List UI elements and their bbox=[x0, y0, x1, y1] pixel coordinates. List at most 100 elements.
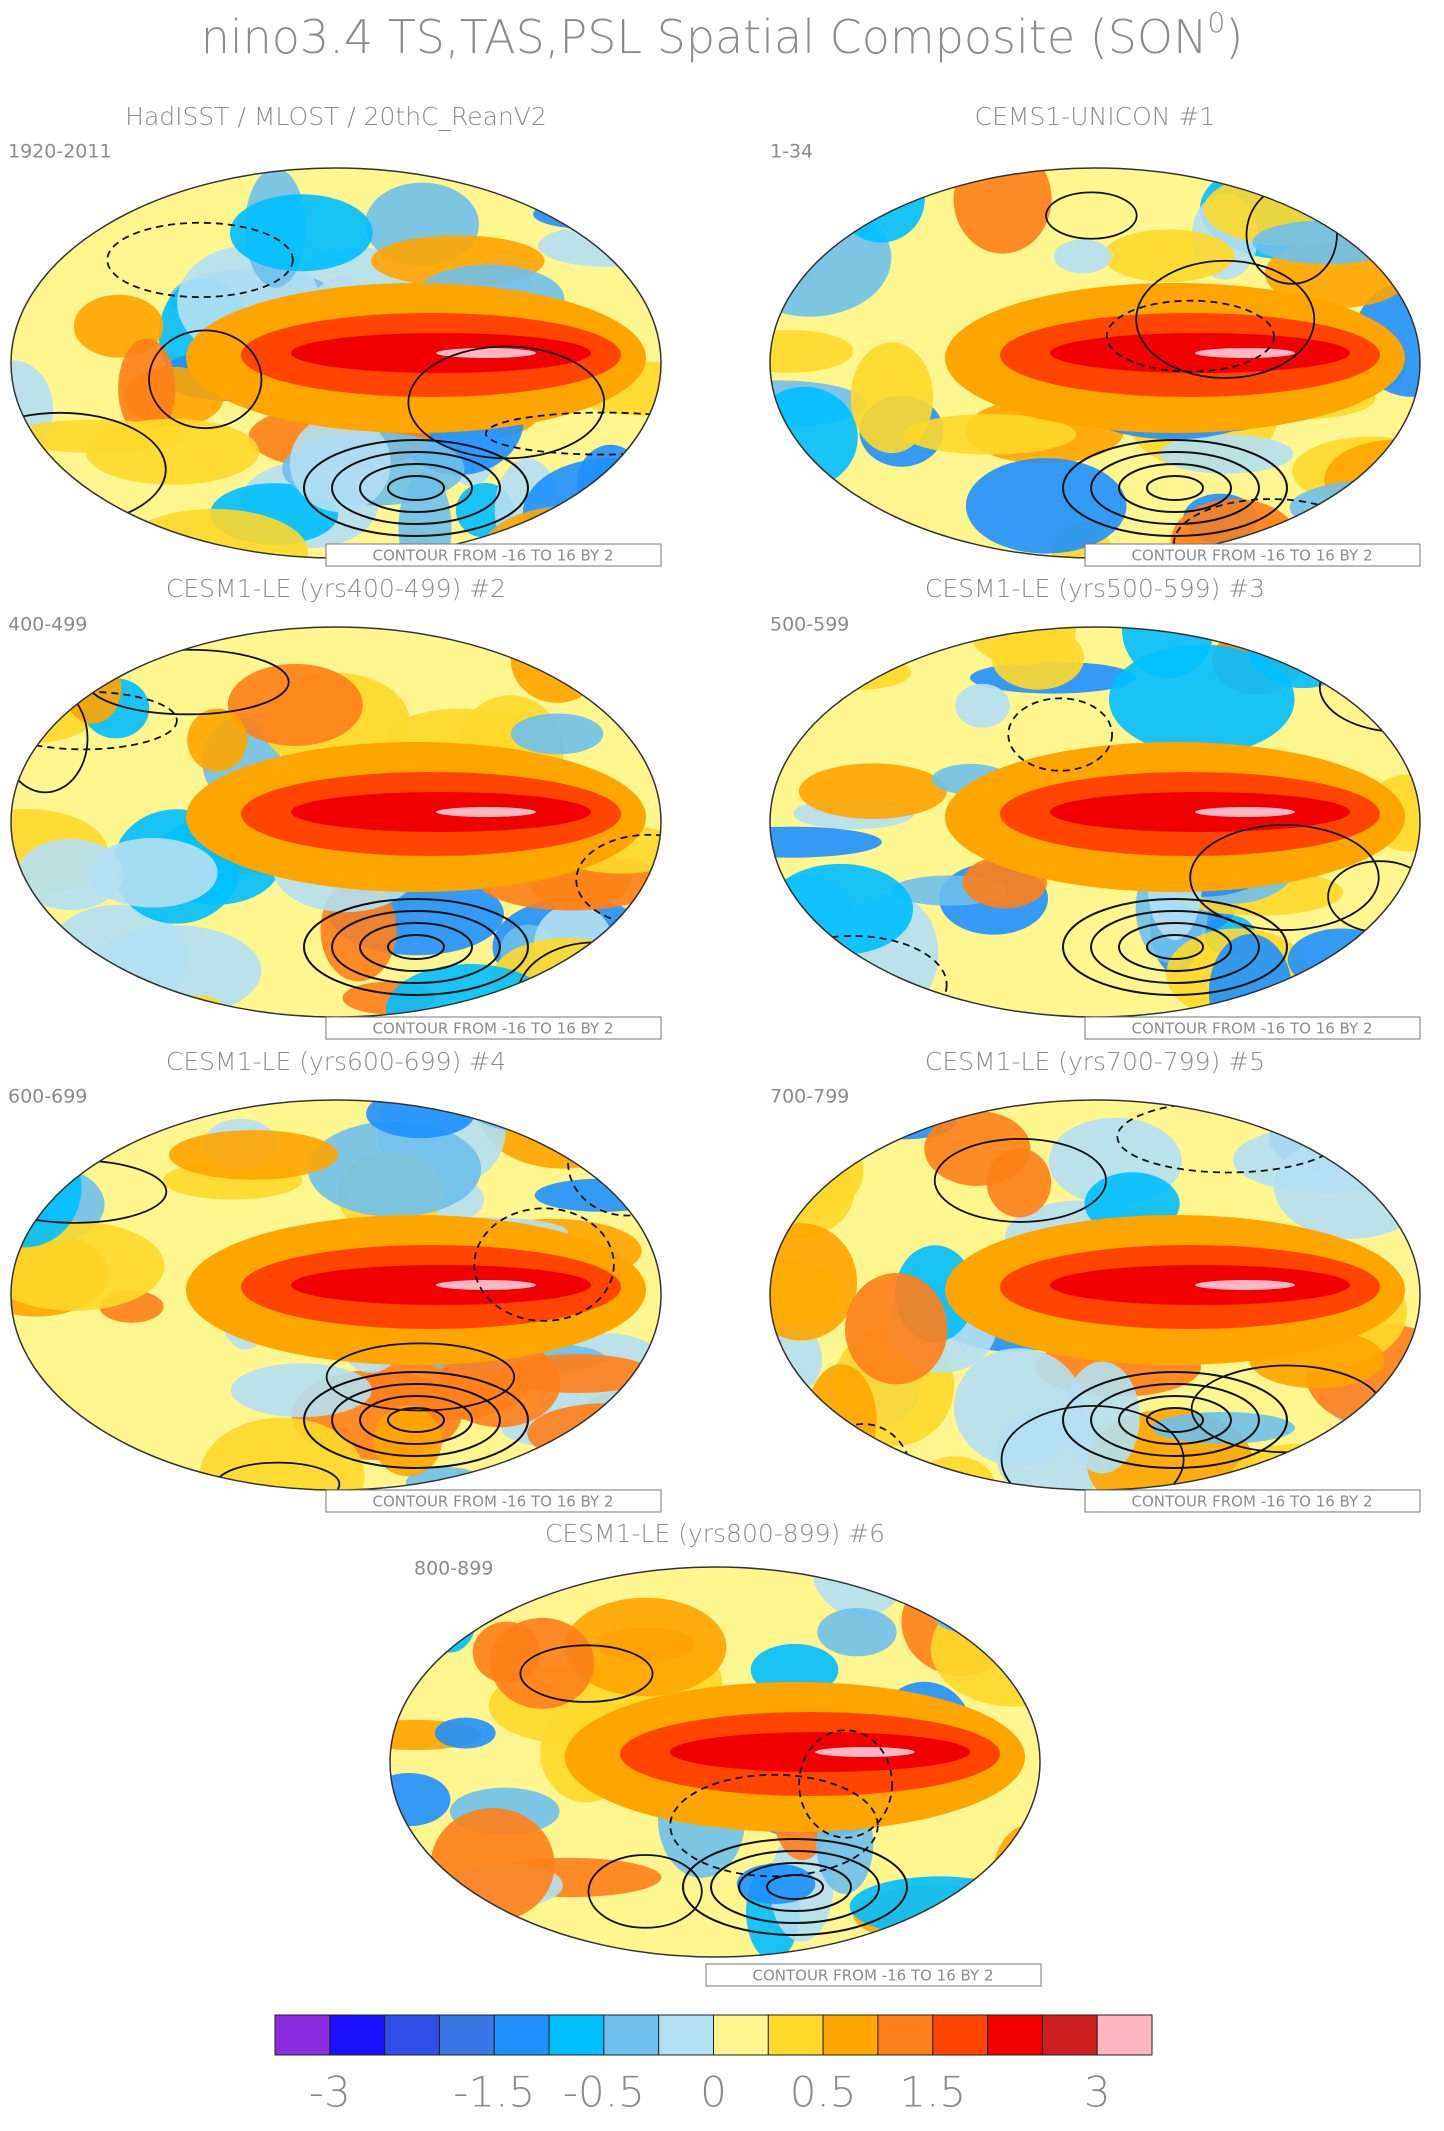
psl-contour bbox=[710, 1850, 880, 1924]
contour-box bbox=[325, 543, 662, 567]
psl-contour bbox=[1146, 934, 1204, 960]
psl-contour bbox=[766, 1874, 824, 1900]
warm-core bbox=[815, 1747, 915, 1757]
map-blob bbox=[991, 1824, 1040, 1942]
map-panel: CESM1-LE (yrs700-799) #5 700-799 CONTOUR F… bbox=[769, 1047, 1421, 1513]
colorbar-box bbox=[274, 2014, 331, 2056]
map-blob bbox=[434, 1717, 496, 1749]
panel-name: CESM1-LE (yrs800-899) bbox=[545, 1519, 840, 1548]
map-blob bbox=[1273, 1134, 1420, 1239]
map-field bbox=[770, 627, 1420, 1017]
map-blob bbox=[11, 1115, 63, 1149]
panel-title: CESM1-LE (yrs400-499) #2 bbox=[166, 574, 506, 603]
map-blob bbox=[1334, 168, 1403, 202]
psl-contour bbox=[1062, 439, 1288, 537]
psl-contour bbox=[1090, 1383, 1260, 1457]
psl-contour bbox=[11, 690, 178, 751]
contour-note: CONTOUR FROM -16 TO 16 BY 2 bbox=[1131, 1493, 1372, 1511]
psl-contour bbox=[390, 1579, 468, 1641]
colorbar-box bbox=[1041, 2014, 1098, 2056]
map-blob bbox=[290, 414, 391, 513]
map-blob bbox=[770, 1223, 858, 1341]
colorbar-box bbox=[987, 2014, 1043, 2056]
psl-contour bbox=[567, 1107, 661, 1217]
map-panel: CESM1-LE (yrs600-699) #4 600-699 CONTOUR F… bbox=[8, 1047, 662, 1513]
psl-contour bbox=[1118, 1395, 1232, 1445]
map-blob bbox=[85, 418, 260, 485]
warm-core bbox=[436, 1280, 536, 1290]
panel-name: CESM1-LE (yrs500-599) bbox=[925, 574, 1220, 603]
colorbar-label: -1.5 bbox=[453, 2068, 535, 2117]
colorbar-box bbox=[1096, 2014, 1153, 2056]
map-blob bbox=[373, 1405, 442, 1477]
map-blob bbox=[1053, 239, 1112, 274]
map-blob bbox=[307, 1121, 482, 1217]
map-blob bbox=[168, 1130, 339, 1180]
psl-contour bbox=[331, 451, 501, 525]
panel-years: 700-799 bbox=[770, 1086, 849, 1108]
map-blob bbox=[1102, 229, 1235, 282]
map-blob bbox=[533, 199, 652, 230]
map-blob bbox=[770, 826, 882, 858]
contour-note: CONTOUR FROM -16 TO 16 BY 2 bbox=[372, 547, 613, 565]
map-blob bbox=[736, 1863, 816, 1905]
map-blob bbox=[804, 655, 912, 690]
contour-box bbox=[325, 1016, 662, 1040]
panel-years: 1-34 bbox=[770, 141, 813, 163]
colorbar-box bbox=[603, 2014, 660, 2056]
map-blob bbox=[479, 1100, 647, 1169]
colorbar-box bbox=[493, 2014, 550, 2056]
contour-note: CONTOUR FROM -16 TO 16 BY 2 bbox=[372, 1020, 613, 1038]
map-blob bbox=[955, 683, 1010, 728]
map-blob bbox=[770, 198, 892, 317]
panel-title: HadISST / MLOST / 20thC_ReanV2 bbox=[125, 102, 547, 131]
map-blob bbox=[770, 201, 825, 241]
map-blob bbox=[905, 1567, 1040, 1614]
map-field bbox=[770, 168, 1420, 558]
warm-core bbox=[1195, 807, 1295, 817]
psl-contour bbox=[798, 1729, 894, 1839]
psl-contour bbox=[473, 1207, 615, 1322]
map-panel: CEMS1-UNICON #1 1-34 CONTOUR FROM -16 TO 1… bbox=[769, 102, 1421, 567]
psl-contour bbox=[1000, 1404, 1185, 1490]
map-blob bbox=[806, 1364, 877, 1476]
map-blob bbox=[1108, 644, 1295, 755]
title-end: ) bbox=[1225, 10, 1243, 64]
map-panel: CESM1-LE (yrs500-599) #3 500-599 CONTOUR F… bbox=[769, 574, 1421, 1040]
map-blob bbox=[953, 1348, 1084, 1467]
map-blob bbox=[11, 502, 57, 552]
map-blob bbox=[935, 1603, 1031, 1635]
map-field bbox=[11, 1100, 661, 1490]
psl-contour bbox=[1090, 451, 1260, 525]
psl-contour bbox=[387, 1407, 445, 1433]
map-blob bbox=[770, 629, 890, 671]
psl-contour bbox=[359, 463, 473, 513]
colorbar-box bbox=[822, 2014, 879, 2056]
map-field bbox=[770, 1100, 1420, 1490]
psl-contour bbox=[1146, 1407, 1204, 1433]
contour-note: CONTOUR FROM -16 TO 16 BY 2 bbox=[1131, 1020, 1372, 1038]
psl-contour bbox=[359, 922, 473, 972]
map-blob bbox=[172, 995, 228, 1017]
colorbar-box bbox=[877, 2014, 934, 2056]
contour-box bbox=[1084, 1016, 1421, 1040]
psl-contour bbox=[933, 1137, 1107, 1223]
map-blob bbox=[537, 224, 661, 267]
psl-contour bbox=[682, 1838, 908, 1936]
map-blob bbox=[510, 713, 604, 755]
map-blob bbox=[770, 386, 858, 489]
psl-contour bbox=[1007, 697, 1113, 772]
psl-contour bbox=[1105, 299, 1275, 373]
warm-core bbox=[1195, 348, 1295, 358]
psl-contour bbox=[587, 1854, 703, 1929]
colorbar-box bbox=[658, 2014, 714, 2056]
panel-name: HadISST / MLOST / 20thC_ReanV2 bbox=[125, 102, 547, 131]
colorbar-label: 0 bbox=[700, 2068, 727, 2117]
contour-box bbox=[1084, 543, 1421, 567]
psl-contour bbox=[1146, 475, 1204, 501]
psl-contour bbox=[738, 1862, 852, 1912]
map-blob bbox=[770, 329, 854, 373]
panel-years: 800-899 bbox=[414, 1558, 493, 1580]
panel-title: CESM1-LE (yrs800-899) #6 bbox=[545, 1519, 885, 1548]
